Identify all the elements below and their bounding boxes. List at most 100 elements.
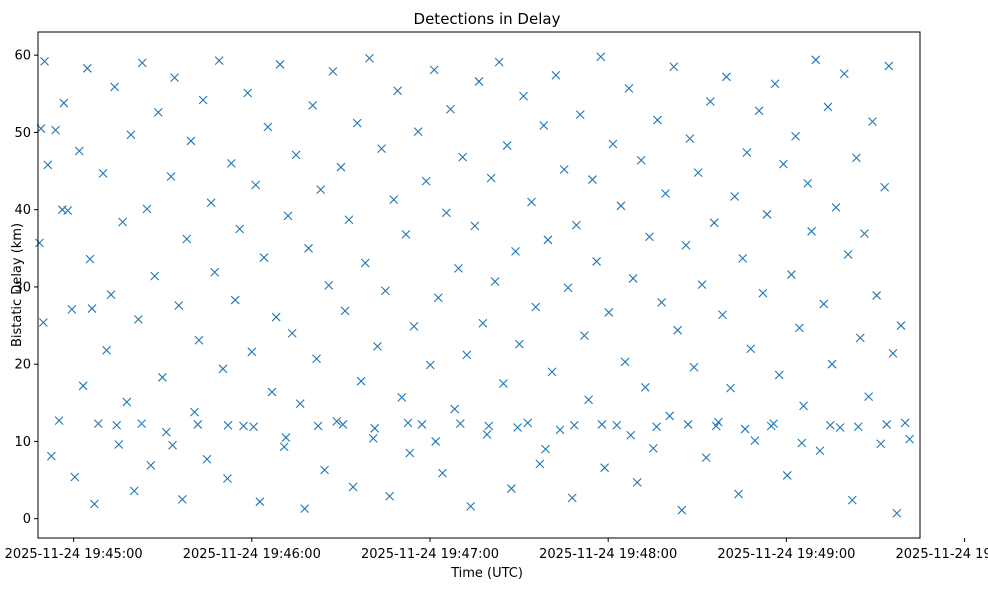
data-point bbox=[85, 254, 95, 264]
y-axis-ticks: 0 10 20 30 40 50 60 bbox=[14, 49, 38, 527]
data-point bbox=[490, 277, 500, 286]
data-point bbox=[774, 370, 784, 380]
data-point bbox=[210, 267, 220, 277]
data-point bbox=[425, 360, 435, 370]
data-point bbox=[726, 383, 735, 393]
data-point bbox=[304, 243, 313, 253]
data-point bbox=[825, 420, 835, 430]
data-point bbox=[640, 382, 650, 392]
data-point bbox=[632, 477, 642, 487]
data-point bbox=[365, 53, 374, 63]
data-point bbox=[575, 110, 585, 120]
data-point bbox=[161, 427, 171, 437]
data-point bbox=[484, 421, 494, 431]
data-point bbox=[370, 423, 380, 433]
data-point bbox=[843, 250, 853, 259]
data-point bbox=[214, 56, 224, 65]
data-point bbox=[455, 419, 465, 429]
data-point bbox=[882, 420, 892, 429]
data-point bbox=[807, 226, 816, 236]
data-point bbox=[454, 264, 463, 273]
data-point bbox=[146, 460, 156, 470]
data-point bbox=[600, 463, 610, 473]
data-point bbox=[645, 232, 654, 242]
y-tick-label: 40 bbox=[14, 203, 31, 218]
data-point bbox=[51, 125, 60, 135]
data-point bbox=[405, 448, 415, 458]
data-point bbox=[470, 221, 480, 231]
data-point bbox=[535, 459, 545, 469]
y-tick-label: 10 bbox=[14, 435, 31, 450]
data-point bbox=[450, 404, 460, 414]
data-point bbox=[486, 173, 496, 183]
data-point bbox=[393, 86, 403, 96]
y-axis-label: Bistatic Delay (km) bbox=[10, 223, 25, 347]
data-point bbox=[494, 57, 504, 67]
data-point bbox=[791, 131, 800, 141]
data-point bbox=[754, 106, 764, 116]
x-tick-label: 2025-11-24 19:50:00 bbox=[896, 547, 988, 562]
data-point bbox=[762, 209, 772, 219]
data-point bbox=[514, 339, 524, 349]
data-point bbox=[239, 421, 248, 431]
data-point bbox=[539, 121, 549, 130]
data-point bbox=[57, 205, 67, 215]
data-point bbox=[74, 146, 84, 156]
chart-title: Detections in Delay bbox=[414, 10, 561, 28]
data-point bbox=[681, 240, 691, 250]
data-point bbox=[328, 67, 338, 76]
data-point bbox=[543, 235, 553, 245]
data-point bbox=[584, 395, 593, 405]
data-point bbox=[531, 302, 541, 312]
data-point bbox=[368, 433, 378, 443]
data-point bbox=[852, 153, 861, 163]
data-point bbox=[87, 304, 97, 313]
x-tick-label: 2025-11-24 19:46:00 bbox=[183, 547, 321, 562]
x-axis-ticks: 2025-11-24 19:45:00 2025-11-24 19:46:00 20… bbox=[5, 538, 988, 562]
data-point bbox=[142, 204, 152, 214]
data-point bbox=[126, 130, 136, 140]
data-point bbox=[458, 152, 468, 162]
data-point bbox=[226, 158, 236, 168]
data-point bbox=[563, 283, 573, 293]
data-point bbox=[502, 141, 512, 150]
data-point bbox=[153, 107, 163, 117]
data-point bbox=[281, 433, 291, 442]
data-point bbox=[377, 144, 386, 154]
data-point bbox=[620, 357, 630, 367]
data-point bbox=[59, 98, 69, 108]
data-point bbox=[527, 197, 536, 207]
x-tick-label: 2025-11-24 19:45:00 bbox=[5, 547, 143, 562]
data-point bbox=[734, 489, 743, 499]
data-point bbox=[478, 318, 488, 328]
data-point bbox=[403, 418, 413, 428]
data-point bbox=[106, 290, 116, 300]
data-point bbox=[243, 88, 253, 98]
data-point bbox=[860, 229, 869, 239]
data-point bbox=[685, 134, 695, 143]
data-point bbox=[223, 474, 232, 483]
data-point bbox=[758, 288, 768, 298]
data-point bbox=[78, 381, 88, 391]
data-point bbox=[847, 495, 857, 505]
data-point bbox=[876, 439, 886, 449]
data-point bbox=[738, 253, 748, 263]
data-point bbox=[275, 60, 285, 69]
data-point bbox=[740, 424, 750, 434]
data-point bbox=[255, 497, 265, 507]
data-point bbox=[555, 425, 565, 435]
data-point bbox=[336, 162, 346, 172]
data-point bbox=[831, 202, 841, 212]
data-point bbox=[291, 150, 301, 160]
data-point bbox=[381, 286, 390, 296]
data-point bbox=[872, 291, 882, 300]
data-point bbox=[770, 79, 780, 89]
data-point bbox=[677, 505, 687, 515]
data-point bbox=[657, 297, 667, 307]
data-point bbox=[46, 451, 56, 461]
data-point bbox=[348, 482, 358, 492]
data-point bbox=[166, 172, 176, 181]
data-point bbox=[624, 84, 634, 93]
data-point bbox=[206, 198, 216, 208]
data-point bbox=[880, 182, 890, 192]
